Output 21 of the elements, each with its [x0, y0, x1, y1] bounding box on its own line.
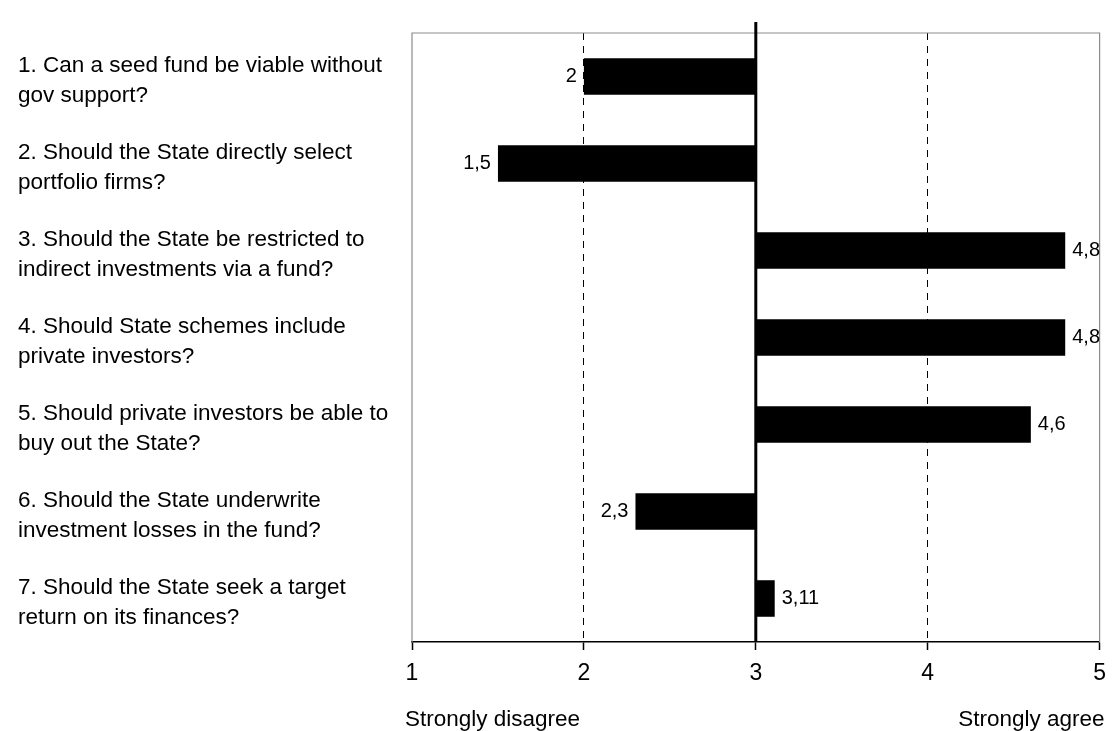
y-tick-label: 2. Should the State directly select portfolio firms? — [18, 138, 353, 194]
text: Strongly disagree — [405, 706, 581, 731]
y-tick-label: 1. Can a seed fund be viable without gov support? — [18, 51, 383, 107]
data-label: 2 — [565, 64, 577, 87]
y-tick-label: 5. Should private investors be able to buy out the State? — [18, 399, 389, 455]
x-tick-label: 2 — [577, 659, 591, 686]
data-label: 4,8 — [1072, 238, 1101, 261]
y-tick-label: 7. Should the State seek a target return on its finances? — [18, 573, 347, 629]
y-tick-label: 4. Should State schemes include private investors? — [18, 312, 346, 368]
x-tick-label: 3 — [749, 659, 763, 686]
data-label: 1,5 — [463, 151, 491, 174]
x-tick-label: 5 — [1093, 659, 1106, 686]
x-tick-label: 4 — [921, 659, 935, 686]
data-label: 2,3 — [600, 499, 629, 522]
x-tick-label: 1 — [405, 659, 419, 686]
data-label: 3,11 — [781, 586, 820, 609]
text: Strongly agree — [958, 706, 1105, 731]
y-tick-label: 3. Should the State be restricted to indirect investments via a fund? — [18, 225, 365, 281]
y-tick-label: 6. Should the State underwrite investment losses in the fund? — [18, 486, 321, 542]
data-label: 4,6 — [1037, 412, 1066, 435]
data-label: 4,8 — [1072, 325, 1101, 348]
